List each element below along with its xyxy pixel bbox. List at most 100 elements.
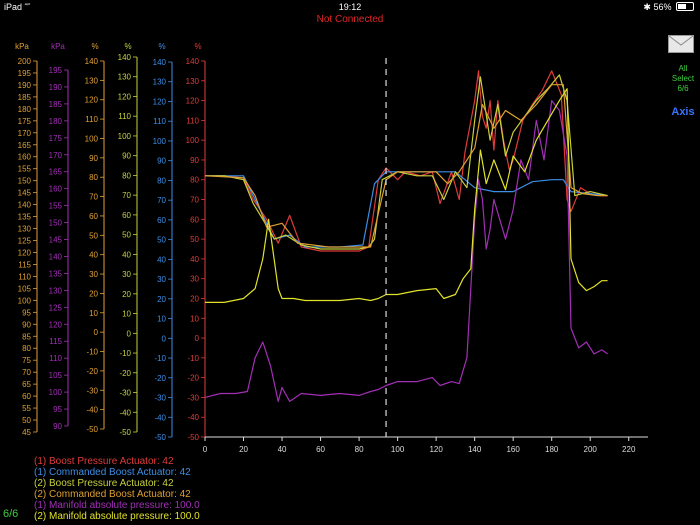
y-tick-label: 30 — [190, 275, 199, 284]
y-tick-label: 140 — [18, 201, 32, 210]
y-tick-label: 30 — [122, 270, 131, 279]
y-tick-label: 50 — [89, 231, 98, 240]
y-tick-label: 100 — [118, 132, 132, 141]
y-tick-label: 0 — [162, 334, 167, 343]
y-axis-3[interactable]: % -50 -40 -30 -20 -10 0 10 20 30 40 50 60 70 80 90 100 11… — [85, 42, 105, 434]
y-tick-label: 140 — [49, 252, 63, 261]
y-tick-label: 30 — [89, 270, 98, 279]
y-axis-4[interactable]: % -50 -40 -30 -20 -10 0 10 20 30 40 50 60 70 80 90 100 11… — [118, 42, 138, 437]
y-tick-label: 175 — [49, 134, 63, 143]
y-tick-label: 135 — [18, 213, 32, 222]
y-tick-label: 100 — [153, 137, 167, 146]
page-count[interactable]: 6/6 — [3, 508, 19, 520]
x-axis[interactable]: 0 20 40 60 80 100 120 140 160 180 200 220 — [203, 436, 648, 454]
y-tick-label: 60 — [157, 216, 166, 225]
axis-button[interactable]: Axis — [671, 106, 695, 118]
status-right: ✱ 56% — [643, 2, 694, 13]
y-tick-label: 120 — [186, 97, 200, 106]
y-axis-unit: % — [124, 42, 131, 51]
y-tick-label: 130 — [186, 77, 200, 86]
y-tick-label: 135 — [49, 269, 63, 278]
battery-icon — [676, 2, 694, 11]
x-tick-label: 100 — [391, 445, 405, 454]
y-tick-label: 155 — [49, 202, 63, 211]
y-tick-label: 75 — [22, 356, 31, 365]
y-tick-label: 105 — [49, 371, 63, 380]
y-tick-label: 80 — [122, 171, 131, 180]
y-tick-label: 120 — [118, 92, 132, 101]
y-tick-label: 80 — [89, 173, 98, 182]
y-tick-label: 50 — [157, 236, 166, 245]
y-tick-label: -40 — [154, 413, 166, 422]
y-axis-unit: kPa — [51, 42, 65, 51]
y-tick-label: 145 — [18, 189, 32, 198]
y-tick-label: 45 — [22, 428, 31, 437]
envelope-icon[interactable] — [668, 35, 694, 53]
y-tick-label: 155 — [18, 165, 32, 174]
y-tick-label: 110 — [49, 354, 62, 363]
y-tick-label: -30 — [119, 389, 131, 398]
series-line-3 — [205, 74, 608, 250]
y-tick-label: 165 — [49, 168, 63, 177]
y-tick-label: 95 — [53, 405, 62, 414]
y-tick-label: -10 — [86, 348, 98, 357]
y-tick-label: 90 — [53, 422, 62, 431]
y-axis-unit: % — [91, 42, 98, 51]
series-line-5 — [204, 99, 608, 402]
y-tick-label: 95 — [22, 308, 31, 317]
y-tick-label: -30 — [154, 394, 166, 403]
legend-entry[interactable]: (2) Commanded Boost Actuator: 42 — [34, 489, 191, 500]
y-axis-2[interactable]: kPa 90 95 100 105 110 115 120 125 130 135 140 145 150… — [49, 42, 69, 431]
y-tick-label: -10 — [187, 354, 199, 363]
y-tick-label: 0 — [195, 334, 200, 343]
y-tick-label: -10 — [119, 349, 131, 358]
y-tick-label: 195 — [49, 66, 63, 75]
y-tick-label: 115 — [18, 260, 31, 269]
y-tick-label: -10 — [154, 354, 166, 363]
series-legend: (1) Boost Pressure Actuator: 42 (1) Comma… — [34, 456, 200, 522]
bluetooth-icon: ✱ — [643, 2, 651, 12]
y-tick-label: 190 — [49, 83, 63, 92]
y-tick-label: -30 — [86, 386, 98, 395]
y-tick-label: 130 — [18, 225, 32, 234]
y-tick-label: 70 — [22, 368, 31, 377]
y-tick-label: 110 — [118, 112, 131, 121]
y-tick-label: 50 — [22, 416, 31, 425]
y-tick-label: 0 — [94, 328, 99, 337]
x-tick-label: 0 — [203, 445, 208, 454]
all-select-button[interactable]: All Select 6/6 — [671, 64, 695, 93]
y-tick-label: 120 — [18, 248, 32, 257]
y-tick-label: 120 — [85, 96, 99, 105]
x-tick-label: 200 — [584, 445, 598, 454]
y-tick-label: 180 — [49, 117, 63, 126]
legend-entry[interactable]: (1) Commanded Boost Actuator: 42 — [34, 467, 191, 478]
legend-entry[interactable]: (1) Boost Pressure Actuator: 42 — [34, 456, 174, 467]
y-axis-6[interactable]: % -50 -40 -30 -20 -10 0 10 20 30 40 50 60 70 80 90 100 11… — [186, 42, 206, 442]
y-axis-unit: % — [158, 42, 165, 51]
y-tick-label: 20 — [190, 294, 199, 303]
legend-entry[interactable]: (2) Boost Pressure Actuator: 42 — [34, 478, 174, 489]
y-tick-label: -20 — [187, 374, 199, 383]
y-tick-label: 55 — [22, 404, 31, 413]
y-tick-label: 140 — [85, 57, 99, 66]
y-tick-label: 60 — [122, 211, 131, 220]
legend-entry[interactable]: (1) Manifold absolute pressure: 100.0 — [34, 500, 200, 511]
y-axis-unit: kPa — [15, 42, 29, 51]
y-tick-label: 130 — [153, 78, 167, 87]
y-tick-label: 185 — [18, 93, 32, 102]
y-axis-5[interactable]: % -50 -40 -30 -20 -10 0 10 20 30 40 50 60 70 80 90 100 11… — [153, 42, 173, 442]
y-tick-label: 130 — [49, 286, 63, 295]
y-tick-label: 195 — [18, 69, 32, 78]
y-axis-1[interactable]: kPa 45 50 55 60 65 70 75 80 85 90 95 100 105 110 115 120… — [15, 42, 38, 437]
y-tick-label: 90 — [22, 320, 31, 329]
legend-entry[interactable]: (2) Manifold absolute pressure: 100.0 — [34, 511, 200, 522]
x-tick-label: 120 — [429, 445, 443, 454]
y-tick-label: 70 — [122, 191, 131, 200]
y-tick-label: 100 — [49, 388, 63, 397]
series-line-2 — [205, 171, 608, 248]
y-tick-label: 40 — [122, 250, 131, 259]
x-tick-label: 220 — [622, 445, 636, 454]
status-bar: iPad ⁗ 19:12 ✱ 56% — [0, 0, 700, 14]
battery-percent: 56% — [653, 2, 672, 12]
